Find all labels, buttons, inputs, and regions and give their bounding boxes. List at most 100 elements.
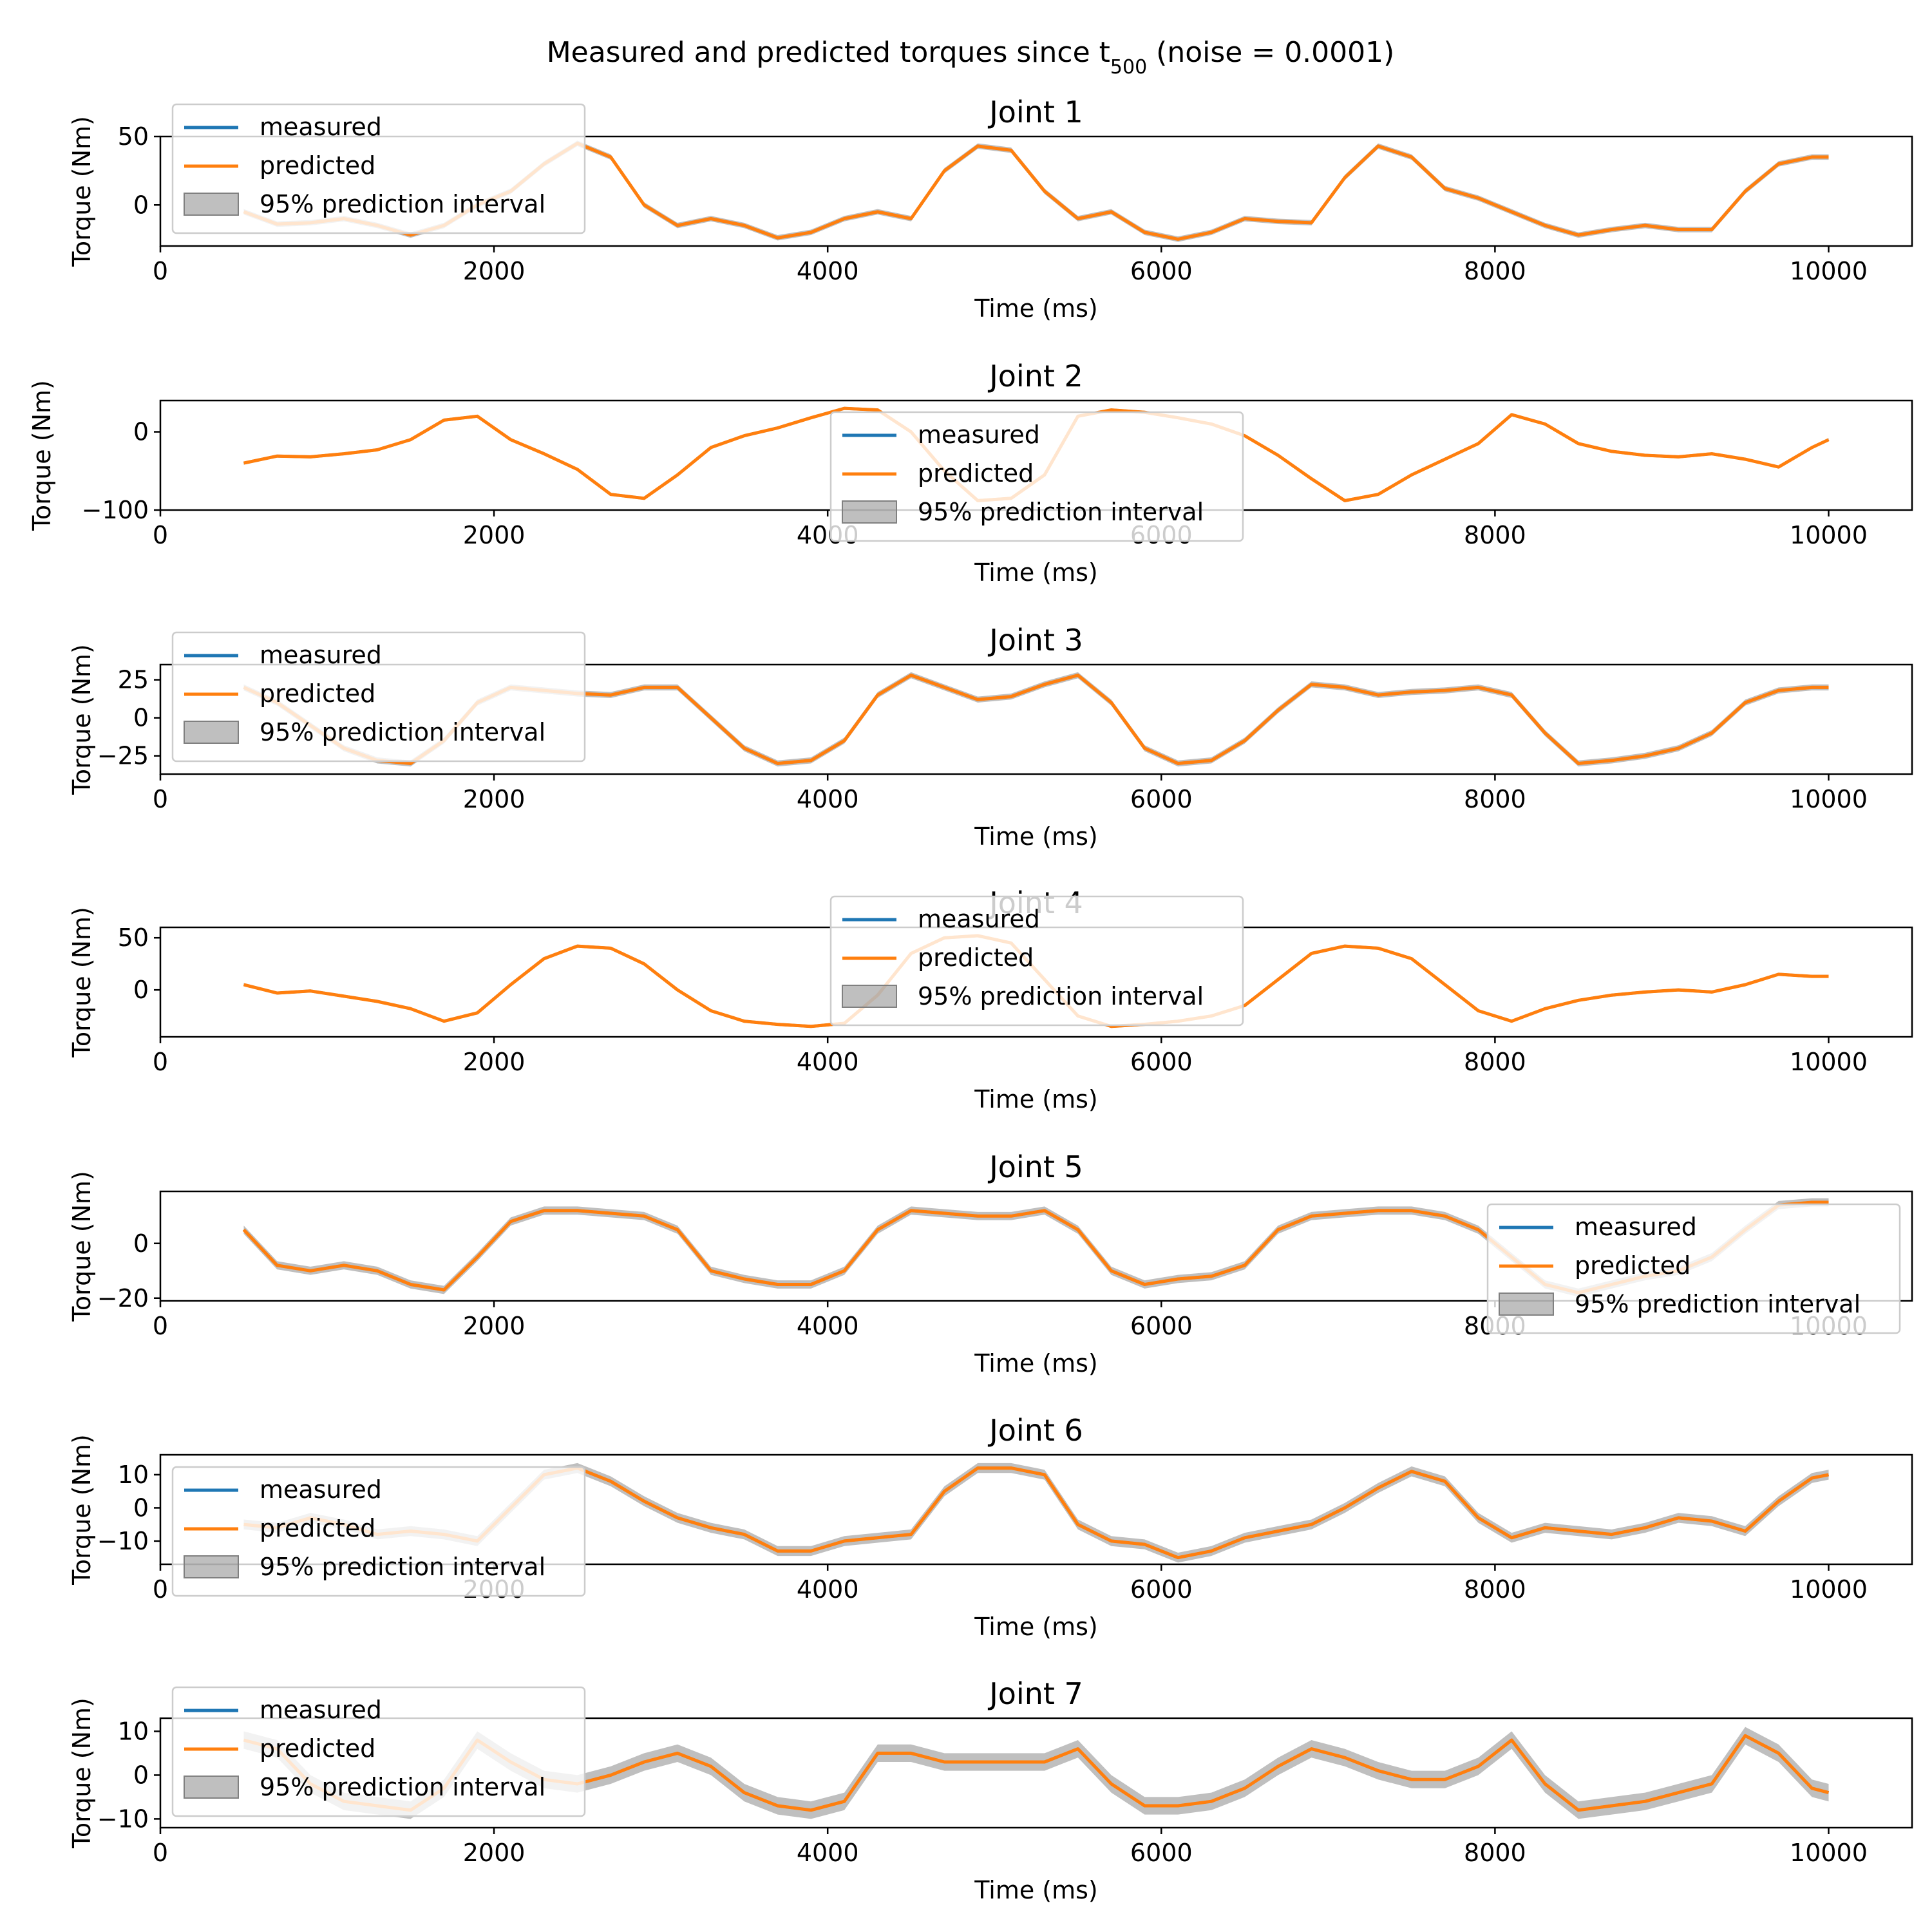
legend-label: measured: [918, 905, 1040, 933]
subplot-joint-6: Joint 60200040006000800010000−10010Time …: [68, 1413, 1913, 1641]
y-tick-label: −100: [82, 496, 149, 524]
axes-frame: [159, 663, 1913, 775]
legend-swatch-interval: [184, 193, 239, 216]
subplot-title: Joint 2: [987, 359, 1083, 393]
x-tick-label: 10000: [1790, 1839, 1868, 1867]
y-tick-label: 0: [133, 1229, 149, 1258]
legend-label: predicted: [260, 1734, 375, 1763]
legend-label: 95% prediction interval: [918, 498, 1204, 526]
subplot-title: Joint 1: [987, 95, 1083, 129]
axes-frame: [159, 1717, 1913, 1829]
legend-swatch-interval: [184, 721, 239, 744]
x-tick-label: 2000: [463, 785, 526, 813]
subplot-joint-7: Joint 70 2000 4000 6000 8000 10000−10010Time …: [68, 1676, 1913, 1904]
legend: measured predicted 95% prediction interval: [171, 1686, 586, 1817]
legend-label: measured: [1575, 1213, 1697, 1241]
x-tick-label: 8000: [1464, 1839, 1526, 1867]
x-tick-label: 4000: [797, 1312, 859, 1340]
y-tick-label: 0: [133, 976, 149, 1004]
legend: measured predicted 95% prediction interval: [171, 631, 586, 762]
x-tick-label: 2000: [463, 521, 526, 549]
legend-label: measured: [918, 421, 1040, 449]
y-axis-label: Torque (Nm): [68, 1171, 96, 1322]
legend-label: 95% prediction interval: [260, 190, 545, 218]
x-axis-label: Time (ms): [974, 558, 1098, 587]
axes-frame: [159, 1190, 1913, 1302]
subplot-joint-3: Joint 30 2000 4000 6000 8000 10000−25025Time …: [68, 623, 1913, 851]
legend-label: 95% prediction interval: [918, 982, 1204, 1010]
subplot-title: Joint 7: [987, 1676, 1083, 1711]
legend-swatch-interval: [1499, 1293, 1554, 1316]
subplot-joint-1: Joint 1 0 2000 4000 6000 8000 10000 0 50 Time (ms…: [68, 95, 1913, 323]
x-tick-label: 2000: [463, 1312, 526, 1340]
x-tick-label: 0: [153, 257, 168, 285]
x-axis-label: Time (ms): [974, 1349, 1098, 1378]
y-axis-label: Torque (Nm): [68, 907, 96, 1058]
x-tick-label: 10000: [1790, 521, 1868, 549]
x-tick-label: 0: [153, 1575, 168, 1604]
legend-label: predicted: [260, 151, 375, 180]
legend-label: 95% prediction interval: [260, 718, 545, 746]
legend-label: measured: [260, 1696, 382, 1724]
x-tick-label: 2000: [463, 1839, 526, 1867]
legend-swatch-interval: [842, 500, 897, 524]
legend: measured predicted 95% prediction interval: [171, 1466, 586, 1597]
x-tick-label: 0: [153, 785, 168, 813]
legend-frame: [171, 1466, 586, 1597]
subplot-joint-4: Joint 40200040006000800010000050Time (ms…: [68, 886, 1913, 1113]
legend: measured predicted 95% prediction interval: [829, 895, 1244, 1027]
axes-frame: [159, 135, 1913, 247]
y-tick-label: 0: [133, 1761, 149, 1789]
legend: measured predicted 95% prediction interval: [829, 411, 1244, 542]
x-tick-label: 0: [153, 1839, 168, 1867]
subplot-title: Joint 3: [987, 623, 1083, 658]
legend-frame: [829, 411, 1244, 542]
y-axis-label: Torque (Nm): [68, 116, 96, 267]
y-tick-label: −10: [97, 1527, 149, 1555]
x-tick-label: 6000: [1130, 785, 1193, 813]
legend-swatch-interval: [184, 1555, 239, 1578]
x-axis-label: Time (ms): [974, 1085, 1098, 1113]
y-tick-label: 0: [133, 1493, 149, 1522]
legend-frame: [171, 103, 586, 234]
x-tick-label: 8000: [1464, 257, 1526, 285]
subplot-title: Joint 6: [987, 1413, 1083, 1448]
legend-label: 95% prediction interval: [1575, 1290, 1861, 1318]
y-tick-label: 50: [118, 122, 149, 151]
x-tick-label: 6000: [1130, 1839, 1193, 1867]
y-tick-label: 50: [118, 923, 149, 952]
figure-title-main: Measured and predicted torques since t: [547, 36, 1110, 69]
legend-label: 95% prediction interval: [260, 1773, 545, 1801]
y-tick-label: 0: [133, 191, 149, 219]
y-axis-label: Torque (Nm): [68, 1698, 96, 1849]
legend: measured predicted 95% prediction interval: [1486, 1203, 1901, 1334]
legend-label: predicted: [918, 459, 1034, 488]
x-tick-label: 4000: [797, 257, 859, 285]
y-tick-label: 10: [118, 1461, 149, 1489]
y-tick-label: −10: [97, 1804, 149, 1833]
legend-frame: [171, 1686, 586, 1817]
x-tick-label: 10000: [1790, 785, 1868, 813]
x-axis-label: Time (ms): [974, 1876, 1098, 1904]
x-tick-label: 8000: [1464, 1575, 1526, 1604]
x-axis-label: Time (ms): [974, 1613, 1098, 1641]
x-tick-label: 2000: [463, 1048, 526, 1076]
x-tick-label: 0: [153, 521, 168, 549]
legend-label: measured: [260, 1475, 382, 1504]
figure-title-suffix: (noise = 0.0001): [1147, 36, 1394, 69]
x-tick-label: 8000: [1464, 1048, 1526, 1076]
y-tick-label: 25: [118, 666, 149, 694]
legend-label: predicted: [918, 943, 1034, 972]
figure-title: Measured and predicted torques since t50…: [547, 36, 1395, 79]
legend-label: predicted: [1575, 1251, 1690, 1280]
y-tick-label: 10: [118, 1717, 149, 1745]
x-tick-label: 10000: [1790, 257, 1868, 285]
x-tick-label: 0: [153, 1312, 168, 1340]
x-tick-label: 6000: [1130, 1048, 1193, 1076]
axes-frame: [159, 1454, 1913, 1566]
x-tick-label: 10000: [1790, 1048, 1868, 1076]
x-axis-label: Time (ms): [974, 294, 1098, 323]
